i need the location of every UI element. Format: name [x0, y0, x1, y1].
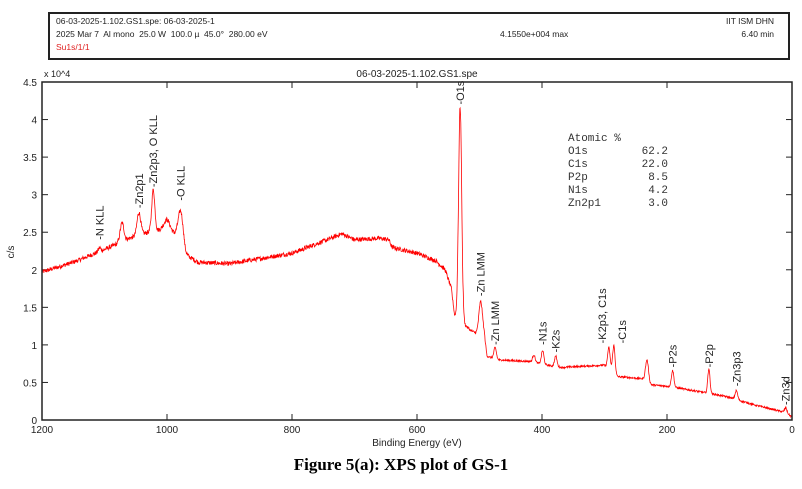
- peak-label: -N1s: [538, 321, 550, 345]
- x-tick-label: 600: [409, 425, 426, 436]
- y-tick: 3: [31, 191, 792, 202]
- y-tick-label: 0.5: [23, 378, 37, 389]
- header-max: 4.1550e+004 max: [500, 29, 569, 39]
- y-axis-label: c/s: [6, 246, 17, 259]
- header-file: 06-03-2025-1.102.GS1.spe: 06-03-2025-1: [56, 16, 215, 26]
- peak-label: -Zn2p1: [134, 173, 146, 208]
- atomic-value: 3.0: [648, 198, 668, 210]
- peak-label: -P2s: [668, 344, 680, 367]
- x-tick: 200: [659, 82, 676, 436]
- y-tick-label: 2.5: [23, 228, 37, 239]
- peak-label: -O KLL: [176, 166, 188, 201]
- x-tick: 600: [409, 82, 426, 436]
- x-tick-label: 200: [659, 425, 676, 436]
- peak-label: -O1s: [455, 80, 467, 104]
- atomic-value: 22.0: [642, 159, 668, 171]
- x-tick-label: 1200: [31, 425, 54, 436]
- x-axis-label: Binding Energy (eV): [372, 438, 462, 449]
- peak-label: -Zn3d: [781, 376, 793, 405]
- peak-label: -Zn3p3: [731, 351, 743, 386]
- x-tick: 1000: [156, 82, 179, 436]
- peak-label: -K2p3, C1s: [597, 288, 609, 344]
- y-tick: 1: [31, 341, 792, 352]
- y-tick-label: 1.5: [23, 303, 37, 314]
- y-tick-label: 3: [31, 191, 37, 202]
- atomic-value: 8.5: [648, 172, 668, 184]
- y-tick-label: 4: [31, 116, 37, 127]
- y-tick-label: 0: [31, 416, 37, 427]
- peak-label: -Zn LMM: [476, 252, 488, 296]
- atomic-value: 62.2: [642, 146, 668, 158]
- peak-label: -Zn LMM: [490, 301, 502, 345]
- y-tick: 0.5: [23, 378, 792, 389]
- peak-label: -N KLL: [95, 205, 107, 239]
- peak-label: -Zn2p3, O KLL: [148, 115, 160, 187]
- atomic-element: P2p: [568, 172, 588, 184]
- x-tick-label: 800: [284, 425, 301, 436]
- peak-label: -P2p: [704, 344, 716, 367]
- atomic-element: C1s: [568, 159, 588, 171]
- header-region: Su1s/1/1: [56, 42, 90, 52]
- y-tick-label: 3.5: [23, 153, 37, 164]
- y-tick: 1.5: [23, 303, 792, 314]
- header-time: 6.40 min: [741, 29, 774, 39]
- spectrum-line: [41, 106, 793, 419]
- atomic-element: N1s: [568, 185, 588, 197]
- figure-caption: Figure 5(a): XPS plot of GS-1: [293, 455, 509, 474]
- chart-title: 06-03-2025-1.102.GS1.spe: [356, 69, 478, 80]
- y-multiplier: x 10^4: [44, 69, 70, 79]
- peak-label: -K2s: [551, 329, 563, 352]
- x-tick-label: 400: [534, 425, 551, 436]
- y-tick-label: 2: [31, 266, 37, 277]
- y-tick: 3.5: [23, 153, 792, 164]
- atomic-percent-table: Atomic % O1s 62.2 C1s 22.0 P2p 8.5 N1s 4.2 Zn2p1…: [568, 133, 668, 210]
- atomic-table-heading: Atomic %: [568, 133, 621, 145]
- x-tick: 800: [284, 82, 301, 436]
- x-tick-label: 1000: [156, 425, 179, 436]
- atomic-element: Zn2p1: [568, 198, 601, 210]
- header-params: 2025 Mar 7 Al mono 25.0 W 100.0 µ 45.0° …: [56, 29, 268, 39]
- header-institute: IIT ISM DHN: [725, 16, 774, 26]
- peak-label: -C1s: [617, 320, 629, 344]
- y-tick: 4: [31, 116, 792, 127]
- plot-frame: [41, 81, 793, 421]
- x-tick-label: 0: [789, 425, 795, 436]
- y-tick: 2: [31, 266, 792, 277]
- x-tick: 400: [534, 82, 551, 436]
- atomic-element: O1s: [568, 146, 588, 158]
- y-tick: 2.5: [23, 228, 792, 239]
- y-tick-label: 1: [31, 341, 37, 352]
- y-tick-label: 4.5: [23, 78, 37, 89]
- info-header-box: 06-03-2025-1.102.GS1.spe: 06-03-2025-1 2…: [48, 12, 790, 60]
- atomic-value: 4.2: [648, 185, 668, 197]
